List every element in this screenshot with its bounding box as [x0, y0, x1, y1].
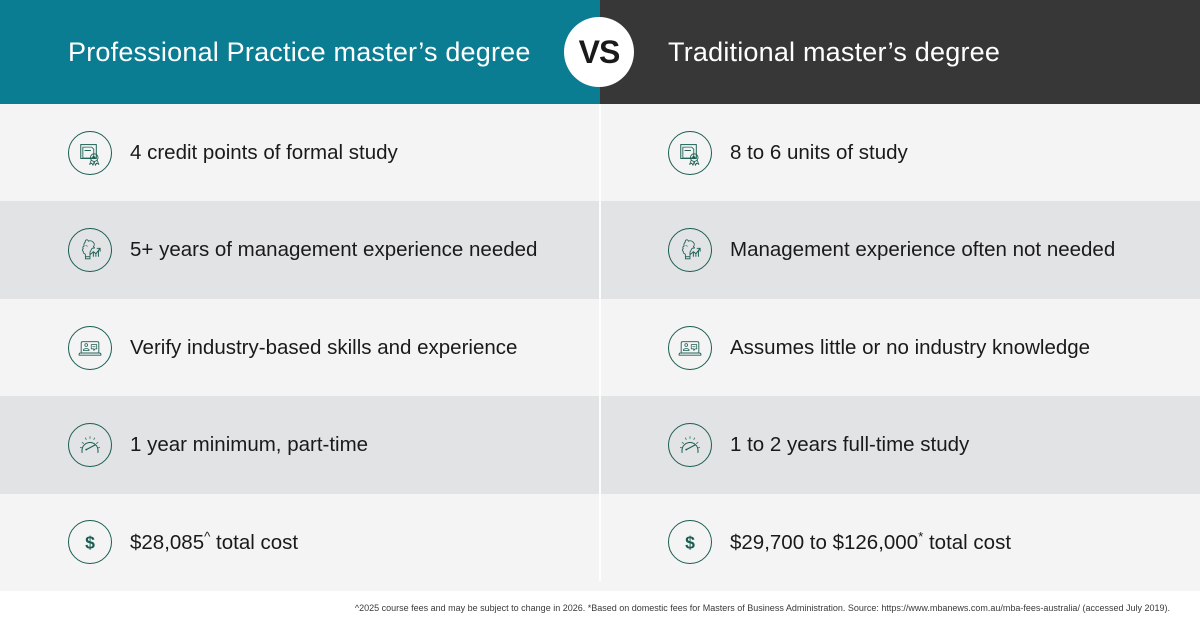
svg-text:$: $ — [85, 533, 95, 553]
svg-text:$: $ — [685, 533, 695, 553]
